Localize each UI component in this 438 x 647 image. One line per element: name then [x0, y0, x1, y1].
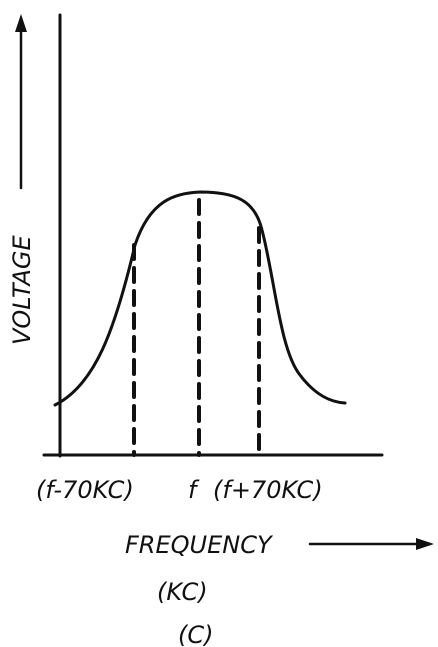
- x-axis-label: FREQUENCY: [125, 531, 274, 559]
- marker-label: f: [188, 476, 200, 504]
- x-axis-unit: (KC): [157, 578, 208, 606]
- caption: (C): [178, 621, 213, 647]
- marker-label: (f-70KC): [36, 476, 134, 504]
- y-axis-label: VOLTAGE: [8, 234, 36, 345]
- response-curve: [53, 190, 347, 407]
- marker-label: (f+70KC): [213, 476, 323, 504]
- y-arrowhead: [15, 14, 27, 32]
- x-arrowhead: [416, 538, 434, 550]
